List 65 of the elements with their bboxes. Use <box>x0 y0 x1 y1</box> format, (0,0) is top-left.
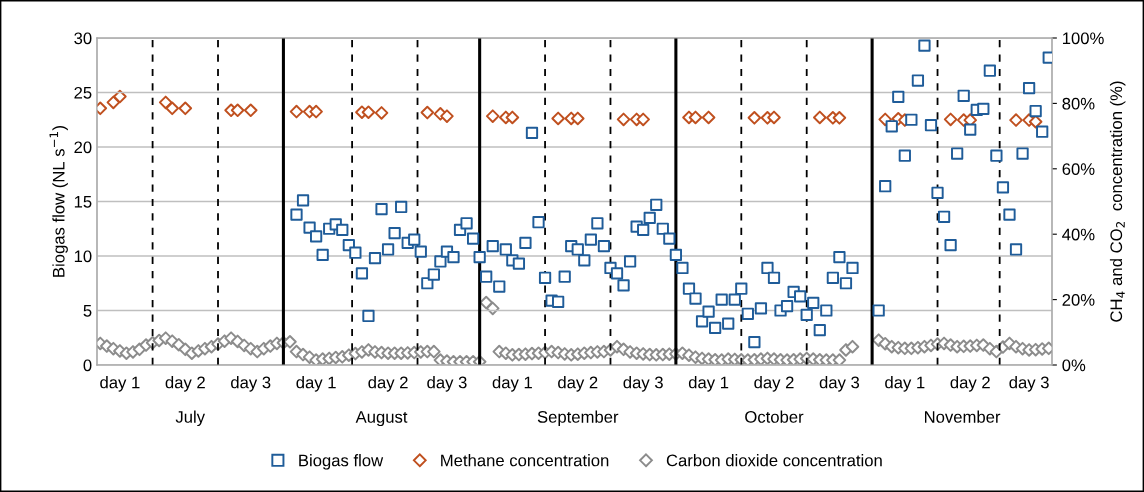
point <box>616 112 631 127</box>
y-tick-label: 30 <box>74 32 92 45</box>
point <box>688 110 703 125</box>
text: October <box>745 410 804 423</box>
point <box>832 111 847 125</box>
y2-tick-label: 40% <box>1062 228 1095 241</box>
text: July <box>175 410 205 427</box>
x-tick-label: day 1 <box>100 376 140 392</box>
x-tick-label: day 2 <box>558 376 598 392</box>
text: September <box>537 410 619 427</box>
point <box>767 110 781 125</box>
x-tick-label: day 2 <box>165 376 205 392</box>
point <box>243 103 258 118</box>
point <box>485 109 500 123</box>
point <box>570 111 585 126</box>
legend-label: Methane concentration <box>441 454 609 467</box>
legend-label: Carbon dioxide concentration <box>666 454 882 467</box>
point <box>165 101 179 116</box>
point <box>113 89 127 104</box>
text: August <box>355 411 408 427</box>
x-tick-label: day 1 <box>885 376 925 392</box>
y2-tick-label: 20% <box>1062 294 1095 306</box>
point <box>158 95 173 110</box>
point <box>505 110 520 125</box>
point <box>230 103 245 118</box>
x-tick-label: day 1 <box>492 376 532 392</box>
point <box>636 112 650 127</box>
x-tick-label: day 3 <box>1009 376 1049 392</box>
y-tick-label: 15 <box>74 196 92 208</box>
y-tick-label: 5 <box>83 305 92 317</box>
point <box>289 104 304 119</box>
y-tick-label: 20 <box>74 141 92 154</box>
y2-tick-label: 60% <box>1062 163 1095 175</box>
x-tick-label: day 3 <box>427 376 467 392</box>
point <box>551 111 565 126</box>
y2-axis-title: CH$_{4}$ and CO$_{2}$ concentration (%) <box>1109 81 1126 322</box>
x-tick-label: day 3 <box>819 376 860 392</box>
x-tick-label: day 3 <box>231 376 271 392</box>
y-tick-label: 25 <box>74 86 92 99</box>
point <box>943 112 958 127</box>
x-tick-label: day 1 <box>296 376 336 392</box>
point <box>374 106 389 120</box>
y-tick-label: 0 <box>83 359 92 372</box>
point <box>747 111 762 125</box>
y-tick-label: 10 <box>74 250 92 263</box>
point <box>701 110 716 125</box>
y-axis-title: Biogas flow (NL s$^{−1}$) <box>49 126 68 277</box>
point <box>361 105 376 120</box>
text: November <box>924 410 1001 423</box>
x-tick-label: day 3 <box>623 376 663 392</box>
y2-tick-label: 0% <box>1062 359 1086 372</box>
point <box>309 104 323 119</box>
x-tick-label: day 2 <box>754 376 794 392</box>
y2-tick-label: 100% <box>1062 32 1104 45</box>
x-tick-label: day 1 <box>688 376 729 392</box>
point <box>1009 113 1023 127</box>
point <box>178 101 193 116</box>
x-tick-label: day 2 <box>368 376 408 392</box>
y2-tick-label: 80% <box>1062 97 1095 110</box>
point <box>420 105 435 120</box>
point <box>440 109 454 123</box>
point <box>106 95 121 110</box>
x-tick-label: day 2 <box>950 376 990 392</box>
legend-label: Biogas flow <box>299 454 384 470</box>
point <box>813 110 827 125</box>
